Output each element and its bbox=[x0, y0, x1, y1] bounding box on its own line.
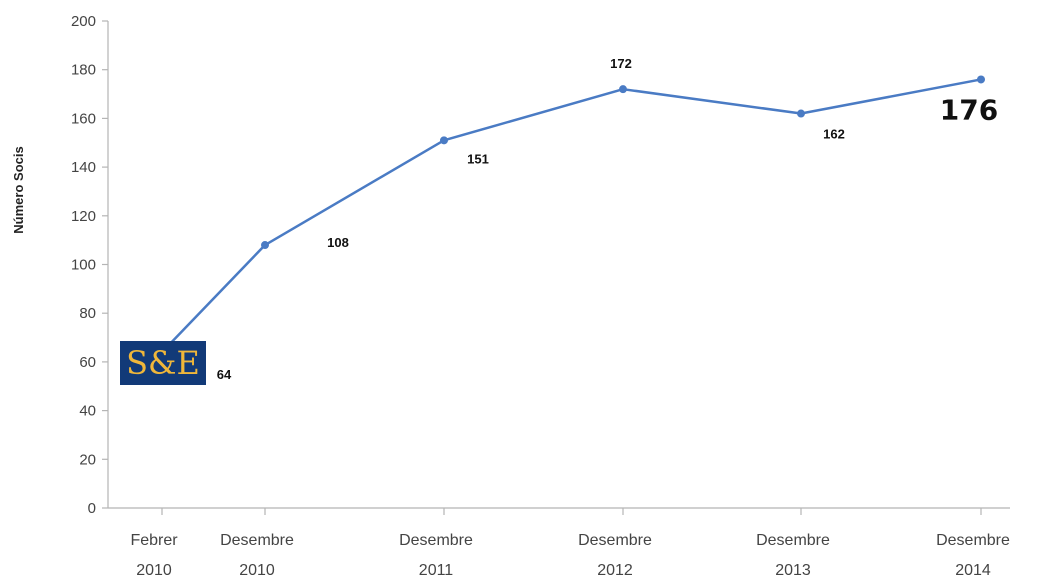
logo-badge: S&E bbox=[120, 341, 206, 385]
x-tick-label: 2010 bbox=[136, 562, 172, 579]
data-point bbox=[261, 241, 269, 250]
x-tick-label: 2013 bbox=[775, 562, 811, 579]
x-tick-label: 2011 bbox=[419, 562, 454, 579]
data-point bbox=[797, 109, 805, 118]
y-tick-label: 100 bbox=[71, 257, 96, 274]
y-tick-label: 40 bbox=[79, 403, 96, 420]
x-tick-label: Desembre bbox=[399, 532, 473, 549]
y-tick-label: 140 bbox=[71, 159, 96, 176]
y-tick-label: 0 bbox=[88, 500, 96, 517]
y-tick-label: 80 bbox=[79, 305, 96, 322]
logo-text: S&E bbox=[126, 344, 200, 382]
data-label: 108 bbox=[327, 235, 349, 250]
x-tick-label: Febrer bbox=[130, 532, 178, 549]
y-axis-label: Número Socis bbox=[11, 146, 26, 233]
data-label: 176 bbox=[940, 93, 998, 126]
data-label: 151 bbox=[467, 151, 489, 166]
x-tick-label: Desembre bbox=[578, 532, 652, 549]
data-point bbox=[440, 136, 448, 145]
y-tick-label: 60 bbox=[79, 354, 96, 371]
x-tick-label: 2010 bbox=[239, 562, 275, 579]
data-label: 162 bbox=[823, 127, 845, 142]
x-tick-label: Desembre bbox=[220, 532, 294, 549]
y-axis: 0 20 40 60 80 100 120 140 160 180 200 bbox=[71, 13, 109, 517]
data-label: 172 bbox=[610, 56, 632, 71]
y-tick-label: 160 bbox=[71, 110, 96, 127]
y-tick-label: 180 bbox=[71, 62, 96, 79]
x-tick-label: 2014 bbox=[955, 562, 991, 579]
y-tick-label: 200 bbox=[71, 13, 96, 30]
series-line-group bbox=[158, 75, 985, 357]
logo-background bbox=[120, 341, 206, 385]
data-labels: 64 108 151 172 162 176 bbox=[217, 56, 998, 382]
data-point bbox=[619, 85, 627, 94]
x-tick-label: Desembre bbox=[936, 532, 1010, 549]
data-label: 64 bbox=[217, 367, 232, 382]
y-tick-label: 120 bbox=[71, 208, 96, 225]
x-tick-label: Desembre bbox=[756, 532, 830, 549]
x-axis: Febrer 2010 Desembre 2010 Desembre 2011 Desemb… bbox=[108, 507, 1010, 579]
x-tick-label: 2012 bbox=[597, 562, 633, 579]
data-point bbox=[977, 75, 985, 84]
series-line bbox=[161, 78, 982, 354]
y-tick-label: 20 bbox=[79, 451, 96, 468]
